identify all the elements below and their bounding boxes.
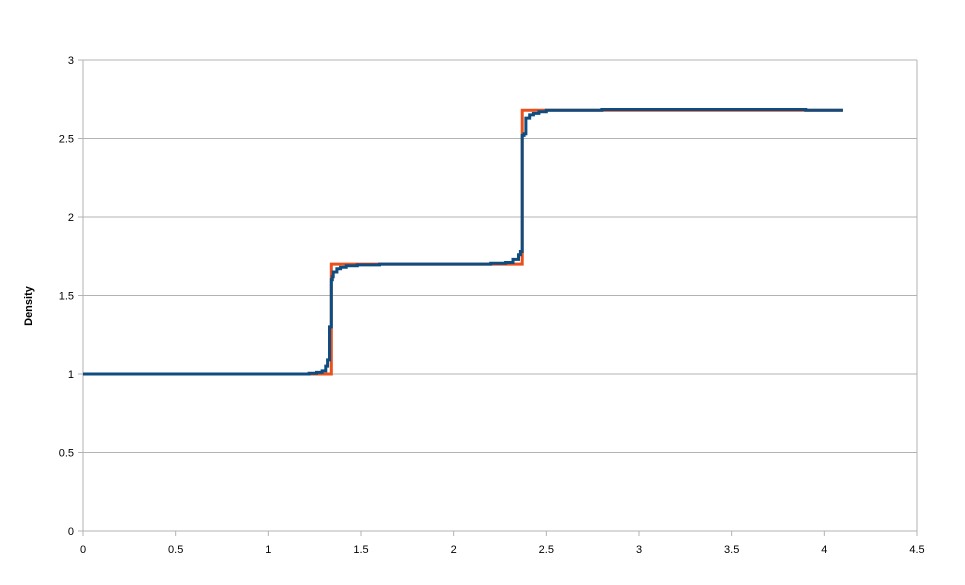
x-tick-label: 3 bbox=[636, 544, 642, 556]
x-tick-label: 1.5 bbox=[353, 544, 368, 556]
y-axis-label: Density bbox=[23, 285, 35, 326]
x-tick-label: 2 bbox=[451, 544, 457, 556]
y-tick-label: 0.5 bbox=[59, 448, 74, 460]
x-tick-label: 2.5 bbox=[539, 544, 554, 556]
axes bbox=[78, 59, 918, 536]
x-tick-label: 0 bbox=[80, 544, 86, 556]
y-tick-label: 3 bbox=[68, 55, 74, 67]
y-tick-label: 0 bbox=[68, 526, 74, 538]
y-tick-label: 2 bbox=[68, 212, 74, 224]
x-tick-label: 4 bbox=[821, 544, 827, 556]
y-tick-label: 1 bbox=[68, 369, 74, 381]
x-tick-label: 3.5 bbox=[724, 544, 739, 556]
x-tick-label: 4.5 bbox=[909, 544, 924, 556]
exact-solution-line bbox=[83, 108, 843, 376]
grid-lines bbox=[83, 59, 918, 532]
series-group bbox=[83, 108, 843, 376]
tick-labels: 0 0.5 1 1.5 2 2.5 3 0 0.5 1 1.5 2 2.5 3 3.5 4 4.5 bbox=[59, 55, 925, 556]
y-tick-label: 1.5 bbox=[59, 291, 74, 303]
x-tick-label: 1 bbox=[265, 544, 271, 556]
numerical-solution-line bbox=[83, 108, 843, 376]
x-tick-label: 0.5 bbox=[168, 544, 183, 556]
y-tick-label: 2.5 bbox=[59, 134, 74, 146]
